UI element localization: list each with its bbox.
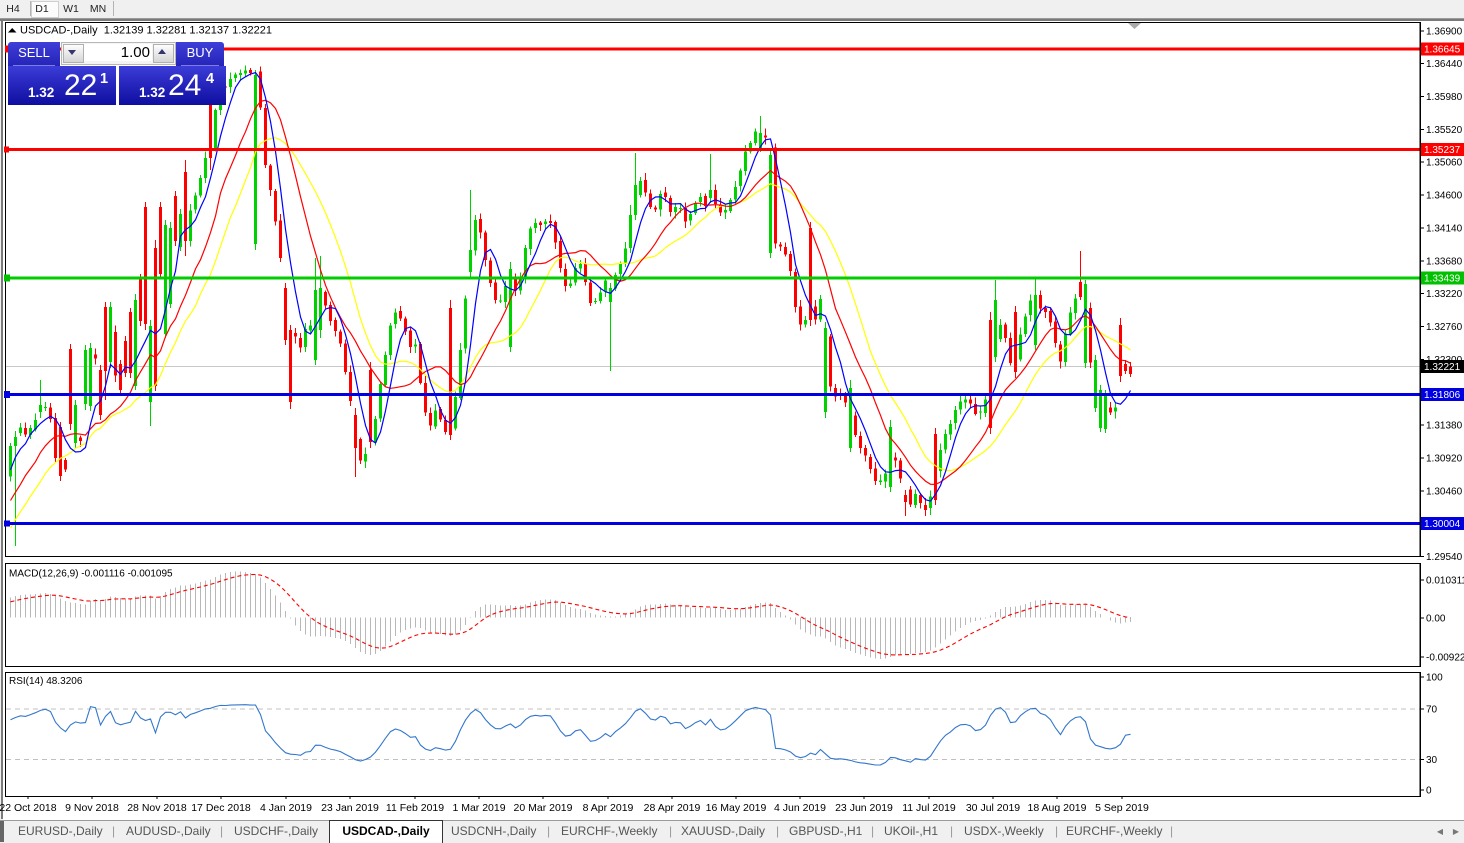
svg-text:1.32221: 1.32221 — [1424, 362, 1461, 373]
svg-text:20 Mar 2019: 20 Mar 2019 — [514, 802, 573, 814]
svg-text:11 Jul 2019: 11 Jul 2019 — [902, 802, 956, 814]
svg-text:RSI(14) 48.3206: RSI(14) 48.3206 — [9, 676, 83, 687]
svg-text:1.35237: 1.35237 — [1424, 145, 1461, 156]
svg-text:1.30920: 1.30920 — [1426, 453, 1463, 464]
svg-text:8 Apr 2019: 8 Apr 2019 — [583, 802, 634, 814]
svg-text:5 Sep 2019: 5 Sep 2019 — [1095, 802, 1149, 814]
svg-text:-0.0092203: -0.0092203 — [1426, 653, 1464, 664]
svg-text:1.29540: 1.29540 — [1426, 552, 1463, 563]
svg-text:1.36645: 1.36645 — [1424, 45, 1461, 56]
svg-text:30 Jul 2019: 30 Jul 2019 — [966, 802, 1020, 814]
svg-text:70: 70 — [1426, 705, 1438, 716]
svg-text:1.36440: 1.36440 — [1426, 59, 1463, 70]
svg-text:16 May 2019: 16 May 2019 — [706, 802, 767, 814]
svg-text:1.31806: 1.31806 — [1424, 390, 1461, 401]
svg-text:1.35520: 1.35520 — [1426, 125, 1463, 136]
svg-text:1.34140: 1.34140 — [1426, 223, 1463, 234]
svg-text:MACD(12,26,9) -0.001116 -0.001: MACD(12,26,9) -0.001116 -0.001095 — [9, 569, 173, 580]
svg-text:1.32760: 1.32760 — [1426, 322, 1463, 333]
svg-text:0.010311: 0.010311 — [1426, 576, 1464, 587]
svg-text:1.30004: 1.30004 — [1424, 519, 1461, 530]
svg-text:1.31380: 1.31380 — [1426, 421, 1463, 432]
svg-text:22 Oct 2018: 22 Oct 2018 — [0, 802, 57, 814]
svg-text:0: 0 — [1426, 786, 1432, 797]
svg-text:4 Jan 2019: 4 Jan 2019 — [260, 802, 312, 814]
svg-text:17 Dec 2018: 17 Dec 2018 — [191, 802, 251, 814]
svg-text:28 Apr 2019: 28 Apr 2019 — [644, 802, 701, 814]
svg-text:23 Jan 2019: 23 Jan 2019 — [321, 802, 379, 814]
svg-text:100: 100 — [1426, 673, 1443, 684]
svg-text:18 Aug 2019: 18 Aug 2019 — [1028, 802, 1087, 814]
svg-text:1 Mar 2019: 1 Mar 2019 — [452, 802, 505, 814]
svg-text:1.30460: 1.30460 — [1426, 486, 1463, 497]
svg-text:1.34600: 1.34600 — [1426, 191, 1463, 202]
svg-text:1.35980: 1.35980 — [1426, 92, 1463, 103]
svg-text:4 Jun 2019: 4 Jun 2019 — [774, 802, 826, 814]
svg-text:9 Nov 2018: 9 Nov 2018 — [65, 802, 119, 814]
svg-text:USDCAD-,Daily 1.32139 1.32281: USDCAD-,Daily 1.32139 1.32281 1.32137 1.… — [20, 25, 272, 37]
svg-text:11 Feb 2019: 11 Feb 2019 — [386, 802, 444, 814]
svg-text:1.33439: 1.33439 — [1424, 274, 1461, 285]
svg-text:30: 30 — [1426, 755, 1438, 766]
svg-text:23 Jun 2019: 23 Jun 2019 — [835, 802, 893, 814]
svg-text:1.33680: 1.33680 — [1426, 256, 1463, 267]
svg-text:1.36900: 1.36900 — [1426, 26, 1463, 37]
svg-text:1.35060: 1.35060 — [1426, 158, 1463, 169]
svg-text:1.33220: 1.33220 — [1426, 289, 1463, 300]
svg-text:28 Nov 2018: 28 Nov 2018 — [127, 802, 187, 814]
svg-text:0.00: 0.00 — [1426, 614, 1446, 625]
